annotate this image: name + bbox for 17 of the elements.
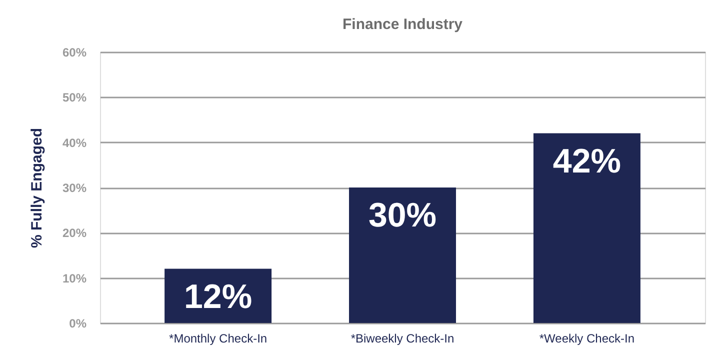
- y-tick-label: 40%: [62, 136, 87, 150]
- y-tick-label: 20%: [62, 226, 87, 240]
- x-tick-label: *Monthly Check-In: [169, 332, 268, 346]
- y-tick-label: 0%: [69, 316, 87, 330]
- bar: [349, 188, 456, 323]
- data-label: 42%: [552, 142, 621, 180]
- data-label: 12%: [184, 278, 252, 316]
- x-tick-label: *Biweekly Check-In: [350, 332, 454, 346]
- y-axis-title: % Fully Engaged: [28, 128, 46, 248]
- x-tick-label: *Weekly Check-In: [539, 332, 635, 346]
- bar: [533, 133, 640, 323]
- y-tick-label: 50%: [62, 90, 87, 105]
- y-tick-label: 30%: [62, 181, 87, 195]
- chart-title: Finance Industry: [342, 16, 464, 33]
- y-tick-label: 60%: [62, 46, 87, 60]
- y-tick-label: 10%: [62, 271, 87, 286]
- data-label: 30%: [368, 196, 437, 234]
